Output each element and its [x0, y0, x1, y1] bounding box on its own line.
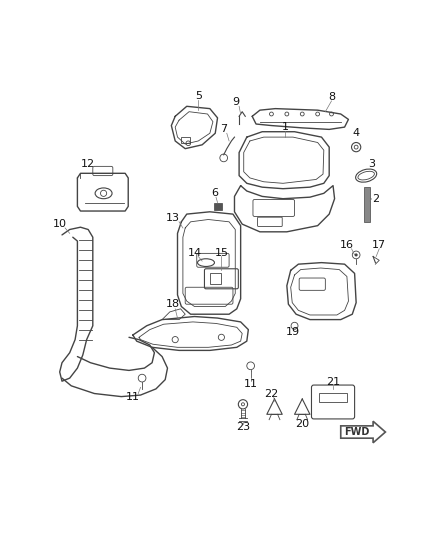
Text: 7: 7: [220, 124, 227, 134]
Circle shape: [355, 253, 358, 256]
Text: 12: 12: [81, 159, 95, 169]
Text: 3: 3: [368, 159, 375, 169]
Text: 11: 11: [244, 379, 258, 389]
Text: 15: 15: [214, 248, 228, 257]
FancyBboxPatch shape: [364, 187, 370, 222]
Text: 18: 18: [166, 299, 180, 309]
Text: 23: 23: [236, 422, 250, 432]
Text: 11: 11: [126, 392, 140, 401]
Text: 16: 16: [340, 240, 354, 250]
Text: 6: 6: [211, 188, 218, 198]
Text: 17: 17: [372, 240, 386, 250]
Text: 19: 19: [286, 327, 300, 337]
Text: FWD: FWD: [344, 427, 370, 437]
Text: 10: 10: [53, 219, 67, 229]
Text: 1: 1: [282, 122, 289, 132]
FancyBboxPatch shape: [215, 203, 222, 210]
Text: 13: 13: [166, 213, 180, 223]
Text: 14: 14: [187, 248, 201, 257]
Text: 4: 4: [353, 128, 360, 138]
Text: 22: 22: [264, 389, 279, 399]
Text: 5: 5: [195, 91, 202, 101]
Text: 9: 9: [233, 98, 240, 108]
Text: 21: 21: [326, 377, 340, 387]
Text: 20: 20: [295, 419, 309, 429]
Text: 2: 2: [372, 193, 379, 204]
Text: 8: 8: [328, 92, 335, 102]
